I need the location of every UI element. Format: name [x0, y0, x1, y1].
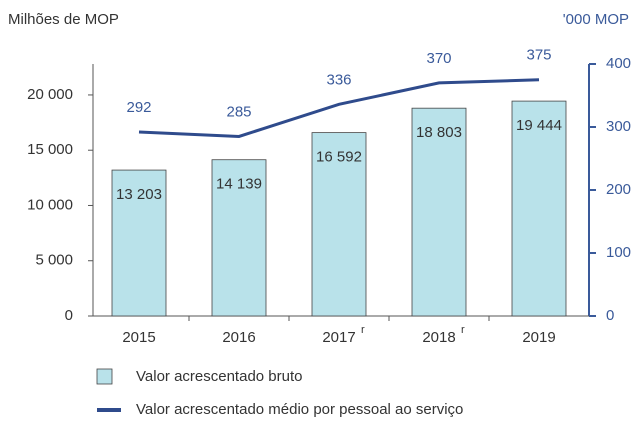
x-tick-label: 2016	[222, 329, 255, 346]
x-tick-label: 2017	[322, 329, 355, 346]
y-tick-label: 0	[65, 307, 73, 324]
y2-tick-label: 0	[606, 307, 614, 324]
line-value-label: 292	[126, 99, 151, 116]
y-tick-label: 10 000	[27, 196, 73, 213]
bar	[111, 169, 167, 317]
legend-swatch	[96, 368, 113, 385]
bar-value-label: 18 803	[416, 124, 462, 141]
legend-label: Valor acrescentado bruto	[136, 368, 303, 385]
bar-value-label: 13 203	[116, 186, 162, 203]
x-tick-note: r	[361, 324, 365, 336]
x-tick-label: 2019	[522, 329, 555, 346]
bar	[311, 132, 367, 317]
line-value-label: 370	[426, 50, 451, 67]
bar	[211, 159, 267, 317]
y-tick-label: 15 000	[27, 141, 73, 158]
y2-tick-label: 200	[606, 181, 631, 198]
line	[138, 78, 540, 138]
y-axis-label: Milhões de MOP	[8, 11, 119, 28]
x-tick-label: 2015	[122, 329, 155, 346]
x-tick-note: r	[461, 324, 465, 336]
y2-tick-label: 100	[606, 244, 631, 261]
bar	[511, 100, 567, 317]
y2-tick-label: 400	[606, 55, 631, 72]
bar-value-label: 14 139	[216, 176, 262, 193]
line-value-label: 336	[326, 71, 351, 88]
y2-axis-label: '000 MOP	[563, 11, 629, 28]
line-value-label: 375	[526, 47, 551, 64]
line-value-label: 285	[226, 103, 251, 120]
y-tick-label: 20 000	[27, 86, 73, 103]
y-tick-label: 5 000	[35, 252, 73, 269]
bar-value-label: 16 592	[316, 149, 362, 166]
bar	[411, 107, 467, 317]
legend-label: Valor acrescentado médio por pessoal ao …	[136, 401, 463, 418]
y2-tick-label: 300	[606, 118, 631, 135]
x-tick-label: 2018	[422, 329, 455, 346]
bar-value-label: 19 444	[516, 117, 562, 134]
